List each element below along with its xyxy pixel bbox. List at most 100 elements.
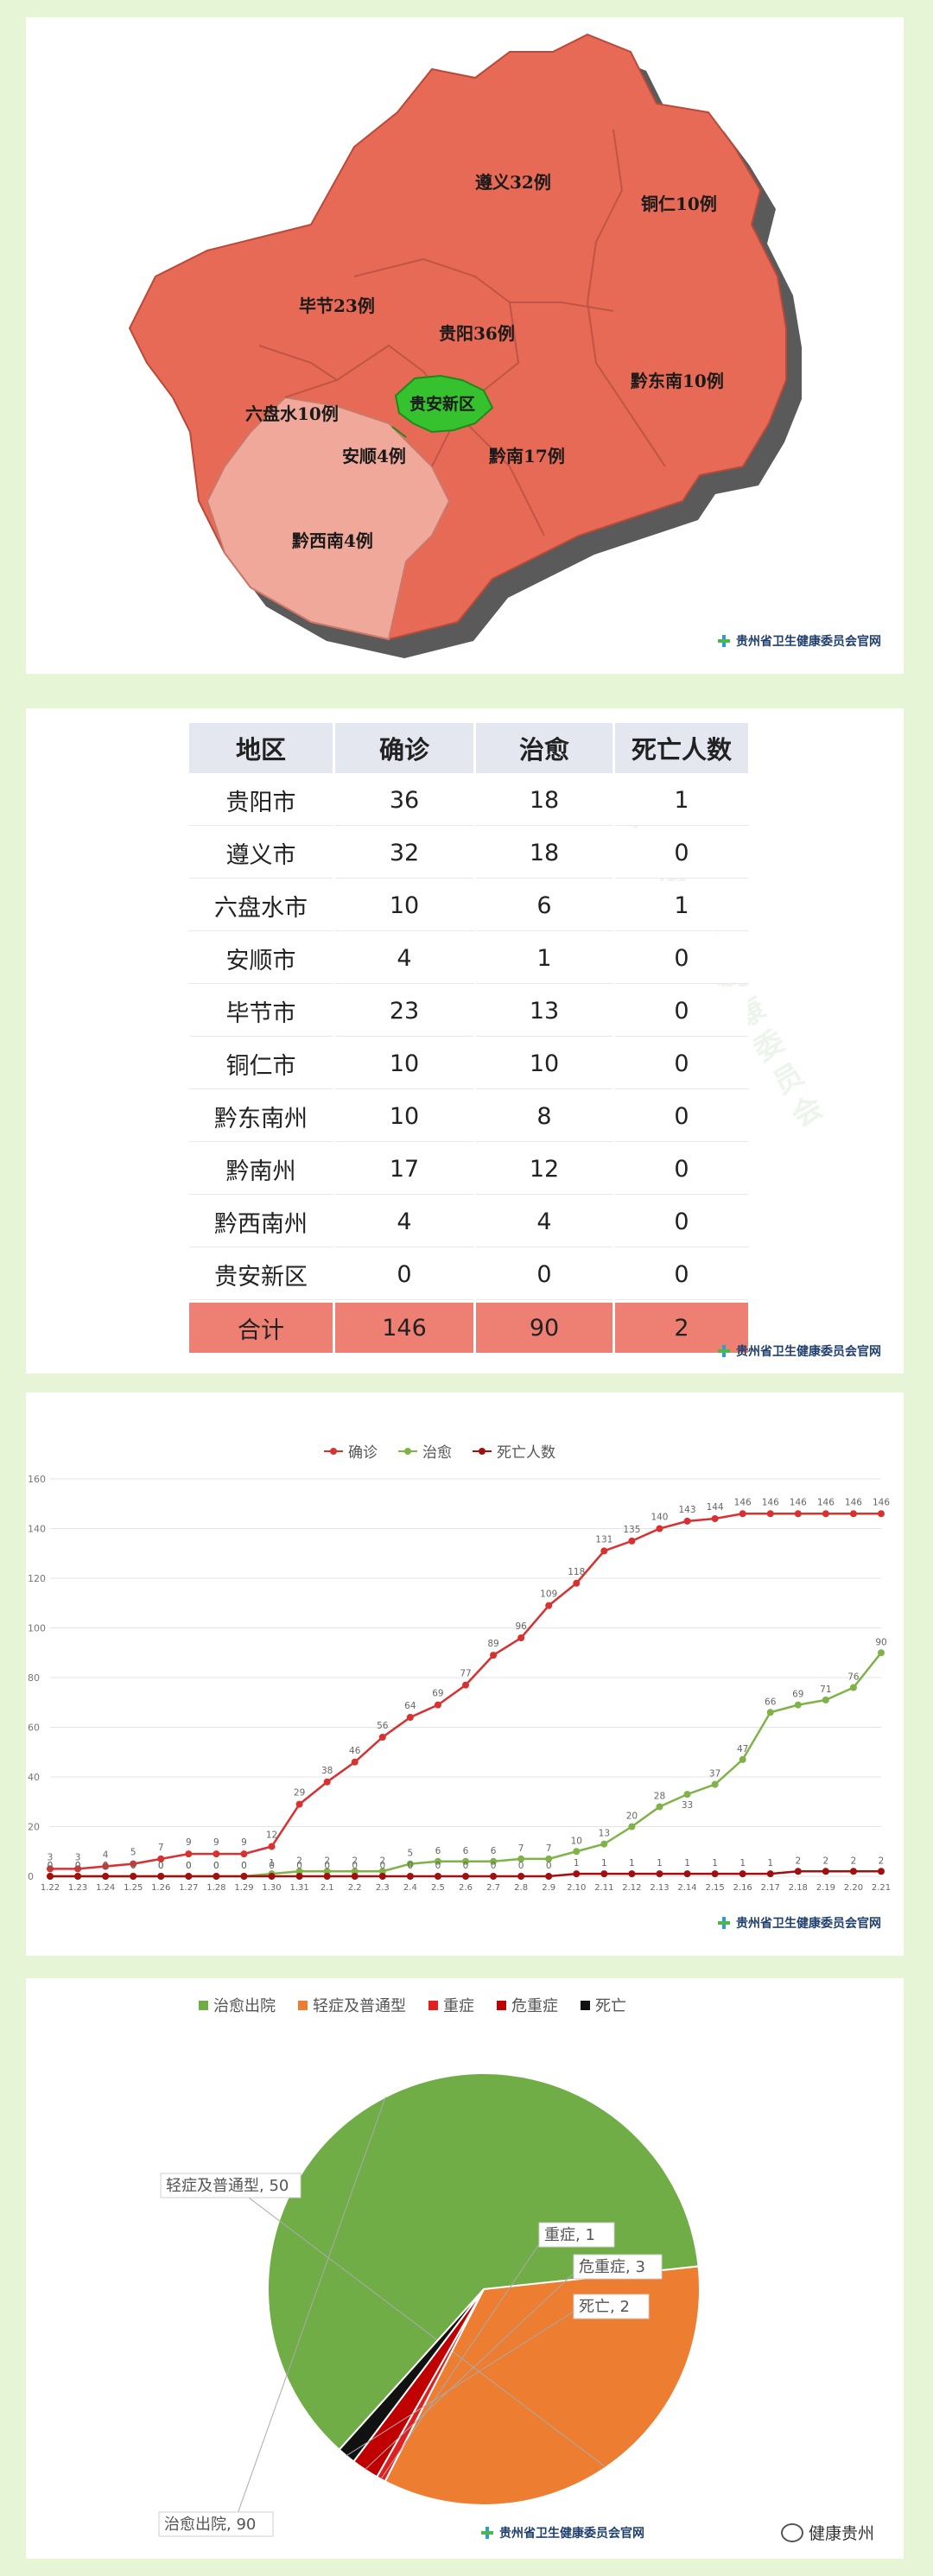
pie-chart: 治愈出院, 90 轻症及普通型, 50 重症, 1 危重症, 3 死亡, 2 xyxy=(158,2072,701,2537)
data-point xyxy=(490,1873,498,1880)
data-point xyxy=(268,1843,276,1850)
label-bijie: 毕节23例 xyxy=(299,295,375,316)
table-cell: 17 xyxy=(335,1145,473,1195)
table-cell: 8 xyxy=(476,1092,612,1142)
label-guiyang: 贵阳36例 xyxy=(439,323,515,344)
data-point xyxy=(600,1547,608,1555)
table-cell: 146 xyxy=(335,1303,473,1353)
legend-label: 重症 xyxy=(443,1997,474,2015)
table-cell: 遵义市 xyxy=(189,828,333,879)
table-cell: 10 xyxy=(335,1092,473,1142)
data-label: 1 xyxy=(739,1858,746,1869)
pie-data-label: 死亡, 2 xyxy=(579,2298,630,2316)
credit-pie: 贵州省卫生健康委员会官网 xyxy=(480,2524,644,2541)
table-cell: 0 xyxy=(615,828,748,879)
legend-label: 死亡人数 xyxy=(497,1444,555,1462)
data-label: 2 xyxy=(795,1856,801,1866)
data-label: 0 xyxy=(48,1861,54,1871)
data-label: 66 xyxy=(765,1697,777,1707)
table-cell: 18 xyxy=(476,776,612,826)
legend-item: 治愈 xyxy=(398,1440,452,1462)
table-cell: 贵安新区 xyxy=(189,1250,333,1300)
table-cell: 0 xyxy=(615,934,748,984)
data-label: 7 xyxy=(546,1843,552,1854)
legend-item: 轻症及普通型 xyxy=(298,1994,406,2016)
data-label: 7 xyxy=(518,1843,524,1854)
x-tick-label: 2.1 xyxy=(321,1883,334,1893)
data-label: 2 xyxy=(879,1856,885,1866)
data-point xyxy=(517,1873,525,1880)
data-label: 0 xyxy=(130,1861,136,1871)
x-tick-label: 1.23 xyxy=(68,1883,87,1893)
table-row: 贵阳市 36 18 1 xyxy=(189,776,748,826)
data-point xyxy=(545,1873,553,1880)
legend-swatch xyxy=(199,2000,208,2010)
x-tick-label: 2.19 xyxy=(816,1883,835,1893)
table-header-cell: 确诊 xyxy=(335,723,473,773)
data-point xyxy=(185,1850,193,1858)
table-total-row: 合计 146 90 2 xyxy=(189,1303,748,1353)
credit-text: 贵州省卫生健康委员会官网 xyxy=(736,1917,881,1931)
table-cell: 1 xyxy=(615,776,748,826)
data-point xyxy=(351,1873,359,1880)
data-point xyxy=(545,1602,553,1609)
label-anshun: 安顺4例 xyxy=(342,446,406,466)
wechat-icon xyxy=(780,2522,803,2542)
pie-label-box xyxy=(158,2511,274,2537)
data-point xyxy=(323,1873,331,1880)
legend-swatch xyxy=(497,2000,506,2010)
data-label: 135 xyxy=(623,1525,640,1535)
table-cell: 黔南州 xyxy=(189,1145,333,1195)
data-label: 2 xyxy=(379,1856,385,1866)
data-point xyxy=(711,1515,719,1522)
pie-data-label: 轻症及普通型, 50 xyxy=(166,2177,289,2195)
health-commission-logo-icon xyxy=(718,1917,730,1929)
data-point xyxy=(878,1510,885,1518)
pie-data-label: 重症, 1 xyxy=(544,2226,595,2244)
data-label: 10 xyxy=(571,1836,582,1846)
data-point xyxy=(323,1868,331,1875)
y-tick-label: 0 xyxy=(28,1871,34,1882)
data-label: 47 xyxy=(737,1744,748,1754)
data-label: 1 xyxy=(269,1858,275,1869)
table-cell: 0 xyxy=(615,1250,748,1300)
data-point xyxy=(74,1865,82,1873)
health-commission-logo-icon xyxy=(481,2527,493,2539)
data-label: 0 xyxy=(186,1861,192,1871)
data-point xyxy=(406,1873,414,1880)
data-point xyxy=(711,1780,719,1788)
data-label: 6 xyxy=(463,1846,469,1856)
data-point xyxy=(213,1873,220,1880)
data-label: 0 xyxy=(75,1861,81,1871)
table-row: 贵安新区 0 0 0 xyxy=(189,1250,748,1300)
data-label: 69 xyxy=(792,1690,803,1700)
data-point xyxy=(462,1857,469,1865)
data-point xyxy=(822,1696,829,1704)
data-label: 0 xyxy=(241,1861,247,1871)
table-cell: 黔东南州 xyxy=(189,1092,333,1142)
data-point xyxy=(517,1634,525,1641)
x-tick-label: 2.10 xyxy=(567,1883,586,1893)
data-label: 4 xyxy=(103,1850,109,1861)
data-label: 96 xyxy=(515,1621,527,1632)
data-point xyxy=(102,1873,110,1880)
map-light-region xyxy=(206,396,451,641)
table-cell: 2 xyxy=(615,1303,748,1353)
credit-table: 贵州省卫生健康委员会官网 xyxy=(717,1342,881,1360)
x-tick-label: 1.25 xyxy=(124,1883,143,1893)
data-point xyxy=(656,1870,663,1878)
data-point xyxy=(240,1873,248,1880)
credit-line: 贵州省卫生健康委员会官网 xyxy=(717,1914,881,1932)
data-point xyxy=(351,1868,359,1875)
data-label: 118 xyxy=(568,1567,585,1577)
credit-map: 贵州省卫生健康委员会官网 xyxy=(717,632,881,650)
data-label: 0 xyxy=(296,1861,302,1871)
data-label: 37 xyxy=(709,1769,720,1780)
pie-leader-line xyxy=(232,2097,386,2527)
table-cell: 1 xyxy=(476,934,612,984)
y-tick-label: 60 xyxy=(28,1723,40,1734)
data-label: 0 xyxy=(186,1861,192,1871)
data-point xyxy=(849,1510,857,1518)
data-label: 28 xyxy=(654,1792,665,1802)
